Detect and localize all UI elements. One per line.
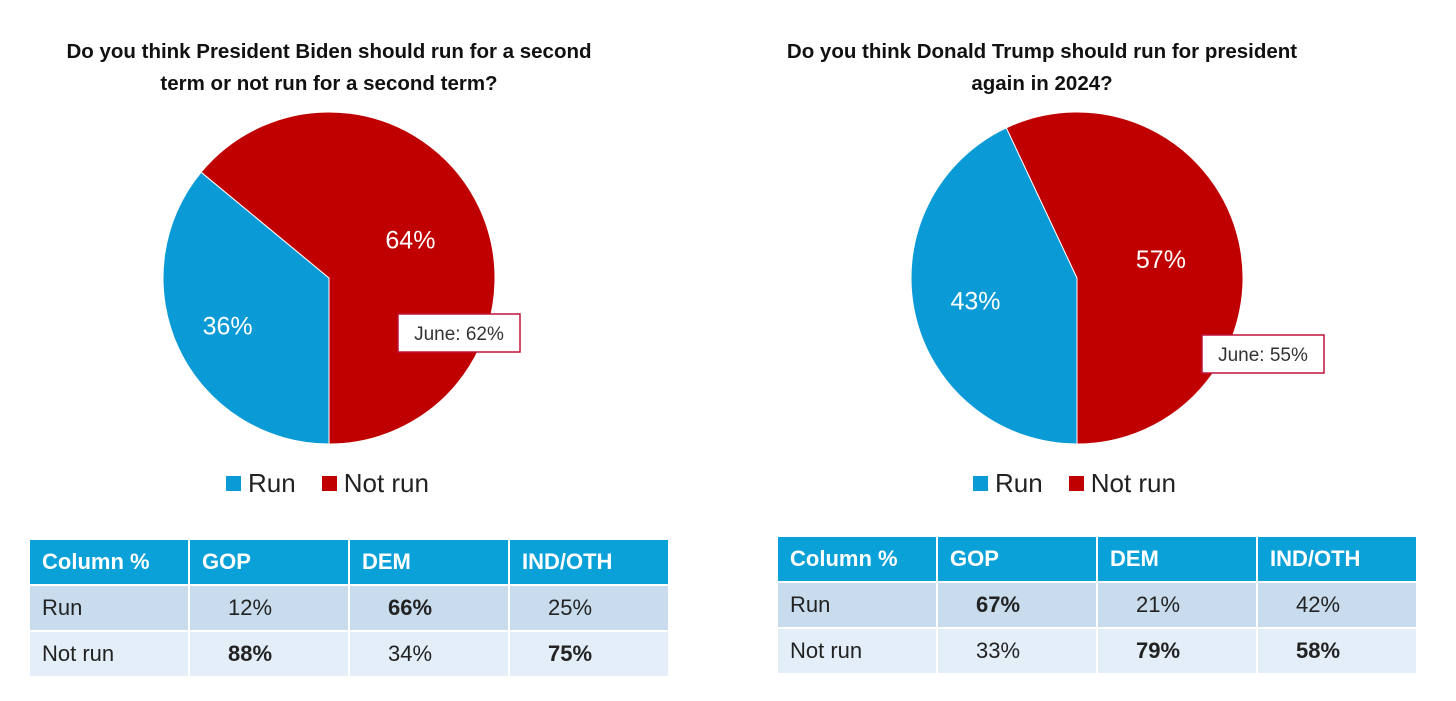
table-row-label: Not run (778, 627, 938, 673)
table-row-label: Run (30, 584, 190, 631)
table-row-label: Run (778, 581, 938, 628)
june-callout: June: 62% (397, 313, 521, 353)
pie-chart-biden: 36% 64% June: 62% (162, 111, 521, 445)
table-header-cell: Column % (30, 540, 190, 585)
table-cell: 34% (349, 630, 510, 676)
legend-label-not-run: Not run (343, 468, 429, 498)
legend-swatch-run (973, 476, 988, 491)
legend-label-run: Run (995, 468, 1043, 498)
table-header-cell: IND/OTH (509, 540, 670, 585)
table-header-cell: DEM (349, 540, 510, 585)
table-cell: 12% (189, 584, 350, 631)
legend-item-not-run: Not run (1068, 468, 1176, 499)
legend-item-run: Run (226, 468, 296, 499)
table-header-row: Column % GOP DEM IND/OTH (30, 540, 670, 585)
legend: Run Not run (973, 468, 1202, 499)
table-cell: 58% (1257, 627, 1418, 673)
pie-slice-run (910, 127, 1078, 445)
table-cell: 88% (189, 630, 350, 676)
chart-title-line-2: term or not run for a second term? (160, 72, 498, 95)
chart-title: Do you think President Biden should run … (0, 36, 693, 100)
chart-title: Do you think Donald Trump should run for… (678, 36, 1406, 100)
table-cell: 33% (937, 627, 1098, 673)
table-row: Not run 33% 79% 58% (778, 627, 1418, 673)
june-callout: June: 55% (1201, 334, 1325, 374)
callout-box (1201, 334, 1325, 374)
pie-chart-trump: 43% 57% June: 55% (910, 111, 1325, 445)
legend: Run Not run (226, 468, 455, 499)
slice-value-label: 64% (385, 227, 435, 255)
chart-title-line-1: Do you think President Biden should run … (66, 40, 592, 63)
legend-label-run: Run (248, 468, 296, 498)
legend-item-not-run: Not run (321, 468, 429, 499)
legend-swatch-not-run (1068, 476, 1084, 491)
chart-title-line-1: Do you think Donald Trump should run for… (786, 40, 1298, 63)
table-row: Run 67% 21% 42% (778, 581, 1418, 628)
table-header-row: Column % GOP DEM IND/OTH (778, 537, 1418, 582)
table-header-cell: Column % (778, 537, 938, 582)
legend-item-run: Run (973, 468, 1043, 499)
table-cell: 25% (509, 584, 670, 631)
table-cell: 21% (1097, 581, 1258, 628)
crosstab-table-trump: Column % GOP DEM IND/OTH Run 67% 21% 42%… (778, 537, 1418, 673)
pie-slice-not-run (1005, 111, 1244, 445)
table-header-cell: GOP (189, 540, 350, 585)
callout-text: June: 55% (1218, 345, 1308, 366)
table-header-cell: DEM (1097, 537, 1258, 582)
table-header-cell: GOP (937, 537, 1098, 582)
pie-slice-run (162, 171, 330, 445)
table-cell: 42% (1257, 581, 1418, 628)
callout-box (397, 313, 521, 353)
table-cell: 66% (349, 584, 510, 631)
biden-panel: Do you think President Biden should run … (0, 36, 693, 676)
table-row: Run 12% 66% 25% (30, 584, 670, 631)
crosstab-table-biden: Column % GOP DEM IND/OTH Run 12% 66% 25%… (30, 540, 670, 676)
slice-value-label: 43% (950, 288, 1000, 316)
trump-panel: Do you think Donald Trump should run for… (728, 0, 1456, 701)
table-cell: 79% (1097, 627, 1258, 673)
table-header-cell: IND/OTH (1257, 537, 1418, 582)
slice-value-label: 57% (1136, 246, 1186, 274)
legend-swatch-not-run (321, 476, 337, 491)
chart-title-line-2: again in 2024? (971, 72, 1113, 95)
table-row-label: Not run (30, 630, 190, 676)
table-row: Not run 88% 34% 75% (30, 630, 670, 676)
table-cell: 75% (509, 630, 670, 676)
slice-value-label: 36% (203, 313, 253, 341)
legend-label-not-run: Not run (1090, 468, 1176, 498)
legend-swatch-run (226, 476, 241, 491)
pie-slice-not-run (200, 111, 496, 445)
table-cell: 67% (937, 581, 1098, 628)
callout-text: June: 62% (414, 324, 504, 345)
